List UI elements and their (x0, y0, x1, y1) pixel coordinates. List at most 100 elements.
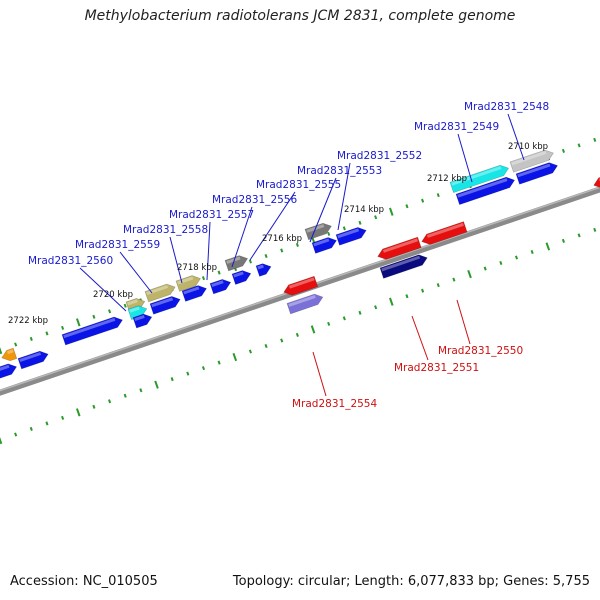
map-title: Methylobacterium radiotolerans JCM 2831,… (84, 8, 516, 24)
scale-tick (217, 270, 221, 275)
leader-line (411, 315, 429, 361)
scale-tick (295, 242, 299, 247)
scale-tick (61, 415, 65, 420)
gene-arrow (231, 270, 252, 285)
scale-tick (483, 266, 487, 271)
scale-tick (421, 288, 425, 293)
scale-tick (29, 426, 33, 431)
gene-label[interactable]: Mrad2831_2552 (337, 150, 422, 162)
scale-tick (561, 238, 566, 243)
scale-label: 2712 kbp (427, 174, 467, 184)
scale-tick (201, 366, 206, 371)
gene-arrow (132, 313, 153, 329)
scale-tick (264, 343, 268, 349)
leader-line (312, 351, 327, 397)
scale-tick (436, 193, 440, 198)
gene-label[interactable]: Mrad2831_2560 (28, 255, 113, 267)
scale-tick (45, 421, 49, 426)
scale-tick (310, 325, 316, 334)
gene-label[interactable]: Mrad2831_2550 (438, 345, 523, 357)
scale-label: 2714 kbp (344, 205, 384, 215)
gene-arrow (149, 296, 181, 315)
gene-arrow (61, 316, 123, 346)
scale-tick (248, 349, 252, 354)
gene-label[interactable]: Mrad2831_2556 (212, 194, 297, 206)
scale-label: 2710 kbp (508, 142, 548, 152)
leader-line (337, 162, 351, 231)
leader-line (249, 191, 296, 261)
leader-line (507, 113, 525, 161)
scale-tick (545, 242, 551, 251)
scale-tick (530, 249, 534, 255)
scale-tick (0, 346, 3, 355)
gene-arrow (304, 222, 332, 241)
gene-label[interactable]: Mrad2831_2559 (75, 239, 160, 251)
scale-tick (467, 269, 472, 279)
gene-label[interactable]: Mrad2831_2554 (292, 398, 377, 410)
leader-line (457, 133, 473, 183)
scale-tick (29, 336, 33, 341)
gene-arrow (283, 275, 319, 296)
scale-tick (61, 325, 65, 330)
leader-line (79, 267, 127, 312)
gene-label[interactable]: Mrad2831_2558 (123, 224, 208, 236)
scale-tick (577, 143, 581, 148)
scale-tick (280, 248, 284, 253)
scale-label: 2716 kbp (262, 234, 302, 244)
scale-tick (0, 436, 3, 445)
gene-label[interactable]: Mrad2831_2548 (464, 101, 549, 113)
label-leaders (79, 113, 525, 397)
scale-tick (593, 137, 597, 142)
gene-arrow (449, 164, 510, 193)
scale-tick (123, 393, 127, 398)
scale-tick (389, 297, 394, 306)
gene-arrow (181, 285, 207, 302)
gene-label[interactable]: Mrad2831_2551 (394, 362, 479, 374)
scale-tick (389, 207, 394, 216)
scale-tick (577, 233, 581, 238)
gene-arrow (377, 236, 422, 260)
scale-label: 2720 kbp (93, 290, 133, 300)
scale-tick (45, 331, 49, 336)
scale-tick (342, 316, 346, 321)
scale-tick (217, 360, 221, 365)
scale-tick (421, 198, 425, 203)
gene-label[interactable]: Mrad2831_2553 (297, 165, 382, 177)
scale-tick (14, 342, 18, 347)
scale-tick (280, 338, 284, 343)
gene-label[interactable]: Mrad2831_2549 (414, 121, 499, 133)
scale-tick (75, 408, 81, 417)
gene-label[interactable]: Mrad2831_2557 (169, 209, 254, 221)
scale-tick (593, 227, 597, 232)
scale-tick (405, 294, 409, 299)
scale-tick (374, 305, 378, 310)
scale-tick (358, 310, 362, 315)
gene-arrow (0, 363, 18, 380)
scale-tick (514, 255, 519, 260)
scale-tick (436, 283, 440, 288)
gene-arrow (255, 263, 272, 277)
gene-arrow (509, 149, 554, 173)
gene-arrow (209, 278, 232, 295)
gene-arrow (286, 293, 324, 315)
scale-tick (248, 259, 252, 264)
scale-tick (139, 388, 143, 393)
scale-tick (75, 318, 81, 327)
scale-tick (295, 332, 299, 337)
scale-tick (358, 220, 362, 225)
scale-tick (374, 215, 378, 220)
leader-line (119, 251, 153, 294)
scale-tick (499, 261, 503, 266)
gene-label[interactable]: Mrad2831_2555 (256, 179, 341, 191)
leader-line (206, 221, 211, 281)
scale-tick (186, 371, 190, 376)
scale-tick (201, 276, 206, 281)
scale-label: 2718 kbp (177, 263, 217, 273)
scale-tick (92, 404, 96, 409)
scale-tick (232, 352, 238, 362)
scale-tick (92, 314, 96, 319)
gene-arrow (515, 162, 559, 185)
scale-tick (108, 399, 112, 404)
scale-tick (342, 226, 346, 231)
